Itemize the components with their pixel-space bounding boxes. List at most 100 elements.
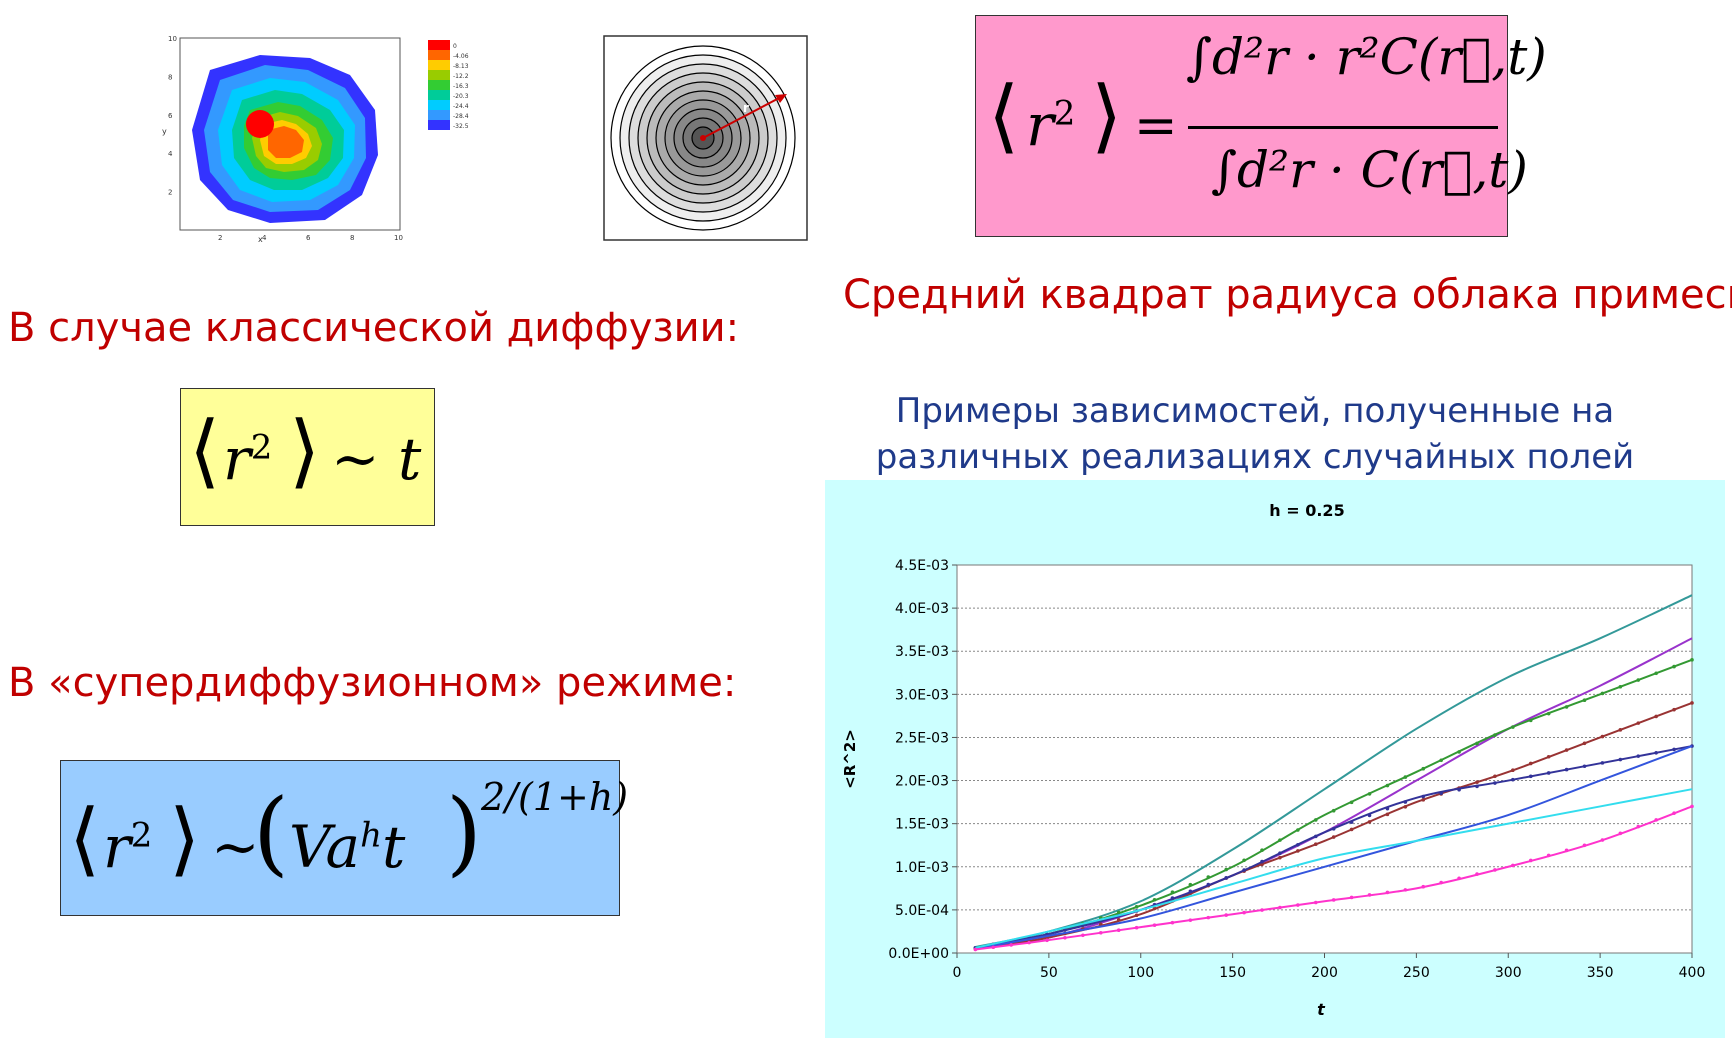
superdiffusion-formula-box: ⟨ r2 ⟩ ~ ( Vaht ) 2/(1+h) [60, 760, 628, 916]
series-marker-3 [1349, 800, 1354, 805]
series-marker-3 [1242, 858, 1246, 863]
y-axis-label: <R^2> [841, 729, 859, 789]
contour-x-tick: 4 [262, 234, 267, 242]
series-marker-8 [1618, 831, 1623, 836]
classical-formula: ⟨ r2 ⟩ ~ t [181, 389, 436, 527]
series-marker-3 [1188, 882, 1193, 887]
series-marker-3 [1152, 897, 1157, 902]
series-marker-8 [1475, 872, 1479, 876]
series-marker-8 [1636, 824, 1641, 829]
examples-caption-line1: Примеры зависимостей, полученные на [895, 391, 1615, 431]
series-marker-5 [1206, 882, 1211, 887]
contour-legend-swatch [428, 100, 450, 110]
series-marker-5 [1188, 889, 1193, 894]
series-marker-5 [1421, 794, 1426, 799]
fraction-bar [1188, 126, 1498, 129]
x-tick-label: 0 [953, 965, 962, 981]
radius-arrow [702, 96, 782, 139]
series-marker-8 [1421, 884, 1426, 889]
contour-x-tick: 2 [218, 234, 222, 242]
series-line-1 [975, 594, 1693, 948]
series-marker-8 [1331, 898, 1336, 902]
series-marker-8 [1457, 876, 1461, 881]
series-marker-5 [1475, 784, 1479, 789]
series-marker-8 [1367, 893, 1372, 897]
numerator: ∫d²r · r²C(r⃗,t) [1186, 28, 1547, 86]
series-marker-5 [1349, 820, 1354, 824]
contour-legend-level: -28.4 [453, 113, 469, 120]
contour-blob [192, 55, 378, 223]
series-marker-3 [1564, 705, 1569, 709]
series-marker-4 [1098, 922, 1103, 927]
series-marker-5 [1582, 764, 1587, 769]
v-a-h-t: Vaht [289, 813, 406, 881]
series-marker-5 [1528, 774, 1533, 779]
series-marker-3 [1457, 750, 1461, 754]
series-marker-5 [1242, 868, 1246, 872]
angle-right-bracket: ⟩ [1091, 69, 1123, 162]
contour-legend-level: -24.4 [453, 103, 469, 110]
contour-y-tick: 4 [168, 150, 173, 158]
examples-caption-line2: различных реализациях случайных полей [875, 437, 1635, 477]
plot-area [956, 564, 1693, 954]
y-tick-label: 1.0E-03 [895, 860, 949, 876]
contour-legend-level: -12.2 [453, 73, 469, 80]
ring-center-dot [700, 135, 706, 141]
series-marker-4 [1690, 701, 1694, 705]
contour-plot: 2 4 6 8 10 2 4 6 8 10 x y 0 -4.06 -8.13 -12.2 -16.3 -2… [162, 35, 469, 244]
series-marker-5 [1636, 754, 1641, 758]
series-marker-4 [1600, 734, 1605, 739]
denominator: ∫d²r · C(r⃗,t) [1211, 141, 1528, 199]
series-marker-3 [1439, 758, 1443, 763]
series-marker-8 [1403, 888, 1408, 892]
y-tick-label: 4.5E-03 [895, 558, 949, 574]
series-marker-8 [1009, 943, 1014, 947]
contour-legend: 0 -4.06 -8.13 -12.2 -16.3 -20.3 -24.4 -28.4 -32.… [428, 40, 469, 130]
series-marker-5 [1278, 851, 1282, 855]
series-marker-5 [1313, 834, 1318, 839]
series-marker-3 [1582, 698, 1587, 702]
definition-formula: ⟨ r2 ⟩ = ∫d²r · r²C(r⃗,t) ∫d²r · C(r⃗,t) [976, 16, 1547, 238]
series-marker-3 [1224, 867, 1228, 872]
series-marker-8 [1439, 880, 1443, 885]
angle-right-bracket: ⟩ [169, 792, 201, 885]
x-tick-label: 150 [1219, 965, 1246, 981]
series-marker-5 [1457, 787, 1461, 792]
series-marker-8 [1206, 915, 1211, 920]
series-marker-5 [1564, 767, 1569, 772]
series-marker-8 [1278, 905, 1282, 910]
series-marker-3 [1296, 828, 1300, 832]
y-tick-label: 2.5E-03 [895, 730, 949, 746]
y-tick-label: 2.0E-03 [895, 774, 949, 790]
y-tick-label: 3.5E-03 [895, 644, 949, 660]
series-marker-5 [1331, 827, 1336, 831]
series-marker-8 [1672, 811, 1676, 815]
series-marker-8 [973, 947, 978, 952]
series-marker-3 [1206, 875, 1211, 879]
contour-legend-swatch [428, 40, 450, 50]
series-marker-3 [1331, 808, 1336, 813]
definition-formula-box: ⟨ r2 ⟩ = ∫d²r · r²C(r⃗,t) ∫d²r · C(r⃗,t) [975, 15, 1547, 238]
series-marker-5 [1600, 761, 1605, 765]
x-axis-label: t [1317, 1000, 1326, 1019]
series-marker-8 [1098, 930, 1103, 935]
contour-legend-swatch [428, 90, 450, 100]
series-marker-8 [1027, 940, 1031, 945]
classical-heading: В случае классической диффузии: [8, 305, 740, 351]
series-marker-5 [1367, 813, 1372, 818]
contour-y-tick: 6 [168, 112, 173, 120]
series-marker-3 [1278, 838, 1282, 842]
series-marker-5 [1672, 747, 1676, 752]
radius-arrowhead [775, 94, 787, 103]
paren-left: ( [253, 779, 289, 886]
y-tick-label: 1.5E-03 [895, 817, 949, 833]
series-marker-5 [1385, 806, 1390, 811]
series-marker-8 [1493, 868, 1497, 872]
series-marker-8 [1170, 920, 1175, 925]
series-marker-4 [1493, 774, 1497, 779]
classical-formula-box: ⟨ r2 ⟩ ~ t [180, 388, 435, 526]
series-marker-3 [1367, 792, 1372, 796]
contour-legend-level: 0 [453, 43, 457, 50]
series-marker-8 [1116, 928, 1121, 933]
series-marker-8 [1313, 900, 1318, 905]
